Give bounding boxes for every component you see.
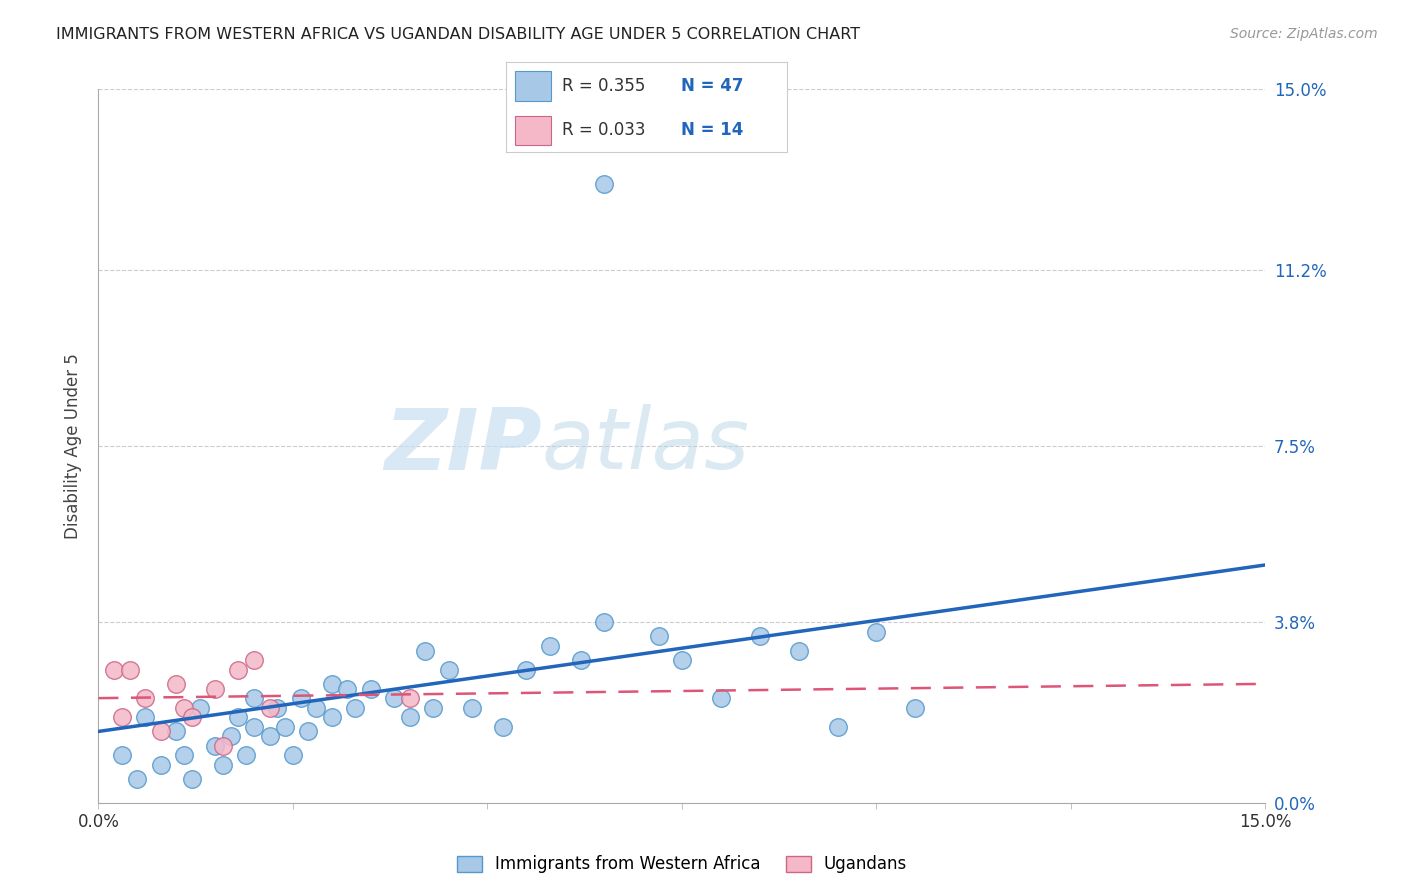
Text: R = 0.033: R = 0.033	[562, 121, 645, 139]
Point	[748, 629, 770, 643]
Point	[865, 624, 887, 639]
Point	[204, 681, 226, 696]
Point	[422, 700, 444, 714]
Point	[336, 681, 359, 696]
Point	[398, 691, 420, 706]
Point	[173, 748, 195, 763]
Point	[173, 700, 195, 714]
Point	[305, 700, 328, 714]
Text: Source: ZipAtlas.com: Source: ZipAtlas.com	[1230, 27, 1378, 41]
Legend: Immigrants from Western Africa, Ugandans: Immigrants from Western Africa, Ugandans	[450, 849, 914, 880]
Point	[492, 720, 515, 734]
Text: atlas: atlas	[541, 404, 749, 488]
Point	[228, 663, 250, 677]
Point	[103, 663, 125, 677]
Point	[219, 729, 242, 743]
Point	[569, 653, 592, 667]
Point	[360, 681, 382, 696]
Point	[180, 772, 202, 786]
Point	[787, 643, 810, 657]
Point	[671, 653, 693, 667]
Point	[235, 748, 257, 763]
Point	[134, 710, 156, 724]
Point	[382, 691, 405, 706]
Point	[180, 710, 202, 724]
Point	[593, 178, 616, 192]
Point	[149, 757, 172, 772]
Point	[290, 691, 312, 706]
Point	[413, 643, 436, 657]
Point	[134, 691, 156, 706]
Point	[111, 710, 134, 724]
Point	[259, 700, 281, 714]
Point	[647, 629, 669, 643]
Bar	[515, 116, 551, 145]
Point	[710, 691, 733, 706]
Point	[212, 757, 235, 772]
Point	[259, 729, 281, 743]
Point	[321, 677, 343, 691]
Point	[827, 720, 849, 734]
Point	[165, 677, 187, 691]
Point	[118, 663, 141, 677]
Point	[243, 653, 266, 667]
Point	[904, 700, 927, 714]
Text: ZIP: ZIP	[384, 404, 541, 488]
Point	[281, 748, 304, 763]
Point	[461, 700, 484, 714]
Text: IMMIGRANTS FROM WESTERN AFRICA VS UGANDAN DISABILITY AGE UNDER 5 CORRELATION CHA: IMMIGRANTS FROM WESTERN AFRICA VS UGANDA…	[56, 27, 860, 42]
Point	[398, 710, 420, 724]
Text: N = 47: N = 47	[681, 77, 742, 95]
Point	[127, 772, 149, 786]
Y-axis label: Disability Age Under 5: Disability Age Under 5	[65, 353, 83, 539]
Point	[243, 720, 266, 734]
Point	[297, 724, 319, 739]
Text: N = 14: N = 14	[681, 121, 742, 139]
Bar	[515, 71, 551, 101]
Point	[437, 663, 460, 677]
Point	[274, 720, 297, 734]
Point	[266, 700, 288, 714]
Point	[593, 615, 616, 629]
Point	[515, 663, 537, 677]
Point	[538, 639, 561, 653]
Point	[204, 739, 226, 753]
Point	[321, 710, 343, 724]
Point	[243, 691, 266, 706]
Point	[212, 739, 235, 753]
Point	[228, 710, 250, 724]
Point	[149, 724, 172, 739]
Point	[165, 724, 187, 739]
Point	[111, 748, 134, 763]
Text: R = 0.355: R = 0.355	[562, 77, 645, 95]
Point	[188, 700, 211, 714]
Point	[344, 700, 367, 714]
